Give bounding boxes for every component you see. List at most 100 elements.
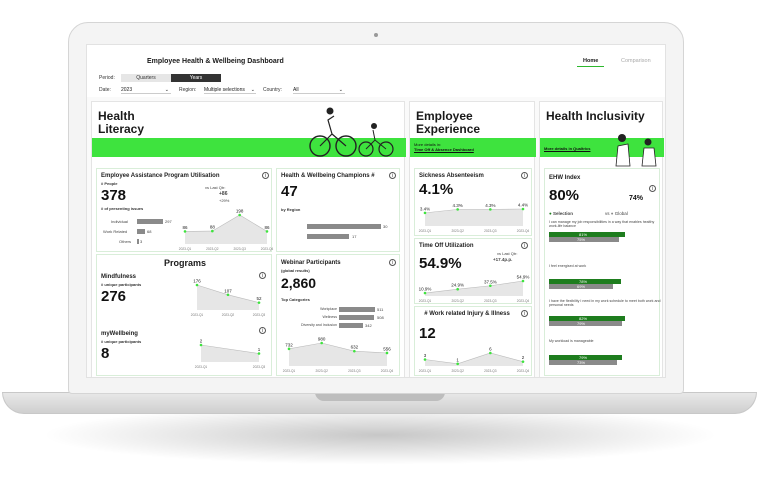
trend-point <box>195 283 199 287</box>
x-tick-label: 2023-Q4 <box>261 247 274 251</box>
x-tick-label: 2023-Q1 <box>179 247 192 251</box>
timeoff-trend-chart: 10.9% 24.9% 37.5% 54.9% 2023-Q1 2023-Q2 2023-Q… <box>419 275 530 304</box>
x-tick-label: 2023-Q3 <box>484 369 497 373</box>
ehw-card: EHW Index i 80% 74% ● Selection vs ● Glo… <box>544 168 660 376</box>
region-value: Multiple selections <box>204 87 245 93</box>
mywellbeing-value: 8 <box>101 345 110 362</box>
country-label: Country: <box>263 87 282 93</box>
period-years-button[interactable]: Years <box>171 74 221 82</box>
section-heading: Health Literacy <box>98 109 145 136</box>
section-heading: Employee Experience <box>416 109 481 136</box>
trend-line <box>288 342 388 354</box>
date-value: 2023 <box>121 87 133 93</box>
bar-label: Individual <box>111 219 128 224</box>
band-text: More details in: <box>414 142 442 147</box>
trend-point <box>353 349 356 353</box>
category-value: 342 <box>365 323 372 328</box>
trend-area <box>201 345 259 362</box>
data-label: 3 <box>424 353 427 358</box>
global-bar: 73% <box>549 360 617 365</box>
region-label: Region: <box>179 87 197 93</box>
data-label: 176 <box>193 279 201 284</box>
x-tick-label: 2023-Q3 <box>233 247 246 251</box>
region-select[interactable]: Multiple selections ⌄ <box>204 86 256 94</box>
global-dot-icon: ● <box>610 211 614 216</box>
data-label: 732 <box>285 342 293 347</box>
info-icon[interactable]: i <box>389 172 396 179</box>
info-icon[interactable]: i <box>521 310 528 317</box>
info-icon[interactable]: i <box>262 172 269 179</box>
selection-dot-icon: ● <box>549 211 552 216</box>
trend-line <box>424 208 524 214</box>
vs-pct: +29% <box>219 198 230 203</box>
info-icon[interactable]: i <box>259 272 266 279</box>
accent-band: More details in Qualtrics <box>540 138 664 157</box>
period-quarters-button[interactable]: Quarters <box>121 74 171 82</box>
data-label: 3.4% <box>420 206 430 211</box>
camera-icon <box>374 33 378 37</box>
trend-point <box>257 301 261 304</box>
x-tick-label: 2023-Q1 <box>195 365 208 369</box>
data-label: 88 <box>210 225 216 230</box>
trend-point <box>199 343 203 347</box>
data-label: 6 <box>489 347 492 352</box>
doctor-illustration <box>615 134 657 167</box>
selection-bar: 82% <box>549 316 625 321</box>
trend-point <box>265 230 269 233</box>
health-inclusivity-section: Health Inclusivity More details in Qualt… <box>539 101 664 377</box>
country-value: All <box>293 87 299 93</box>
info-icon[interactable]: i <box>521 242 528 249</box>
x-tick-label: 2023-Q3 <box>253 365 266 369</box>
trend-line <box>424 280 524 294</box>
info-icon[interactable]: i <box>649 185 656 192</box>
bar <box>137 219 163 224</box>
info-icon[interactable]: i <box>259 327 266 334</box>
selection-bar: 81% <box>549 232 625 237</box>
program-subtitle: # unique participants <box>101 282 142 287</box>
programs-card: Programs Mindfulness i # unique particip… <box>96 254 272 376</box>
bar-value: 68 <box>147 229 152 234</box>
x-tick-label: 2023-Q4 <box>517 369 530 373</box>
tab-home[interactable]: Home <box>577 58 605 67</box>
program-subtitle: # unique participants <box>101 339 142 344</box>
date-label: Date: <box>99 87 111 93</box>
cyclists-illustration <box>309 107 394 157</box>
date-select[interactable]: 2023 ⌄ <box>121 86 171 94</box>
webinar-trend-chart: 732 980 632 556 2023-Q1 2023-Q2 2023-Q3 2023-Q4 <box>283 337 394 374</box>
trend-area <box>425 209 523 226</box>
trend-point <box>489 351 492 355</box>
trend-point <box>456 208 459 211</box>
info-icon[interactable]: i <box>521 172 528 179</box>
data-label: 2 <box>200 339 203 344</box>
survey-question: My workload is manageable <box>549 339 594 343</box>
period-label: Period: <box>99 75 115 81</box>
page-title: Employee Health & Wellbeing Dashboard <box>147 58 284 65</box>
bar <box>137 229 145 234</box>
qualtrics-link[interactable]: More details in Qualtrics <box>544 146 591 151</box>
x-tick-label: 2023-Q2 <box>315 369 328 373</box>
tab-comparison[interactable]: Comparison <box>621 58 651 64</box>
bar-label: Work Related <box>103 229 128 234</box>
injury-trend-chart: 3 1 6 2 2023-Q1 2023-Q2 2023-Q3 2023-Q4 <box>419 347 530 374</box>
card-subtitle: # People <box>101 181 118 186</box>
trend-point <box>320 341 323 345</box>
chevron-down-icon: ⌄ <box>338 87 343 93</box>
eap-trend-chart: 86 88 198 86 2023-Q1 2023-Q2 2023-Q3 2023-Q4 <box>179 209 274 252</box>
program-title: myWellbeing <box>101 331 138 337</box>
category-label: Wellness <box>322 315 337 319</box>
survey-question: I have the flexibility I need in my work… <box>549 299 661 308</box>
absence-dashboard-link[interactable]: Time Off & Absence Dashboard <box>414 147 474 152</box>
selection-bar: 78% <box>549 279 621 284</box>
info-icon[interactable]: i <box>389 259 396 266</box>
trend-area <box>425 353 523 366</box>
data-label: 556 <box>383 346 391 351</box>
data-label: 4.3% <box>453 203 463 208</box>
country-select[interactable]: All ⌄ <box>293 86 345 94</box>
card-title: Webinar Participants <box>281 260 341 266</box>
x-tick-label: 2023-Q2 <box>451 369 464 373</box>
data-label: 10.9% <box>419 287 432 292</box>
champions-card: Health & Wellbeing Champions # i 47 by R… <box>276 168 400 252</box>
legend-selection: ● Selection <box>549 211 573 216</box>
x-tick-label: 2023-Q2 <box>451 229 464 233</box>
webinar-value: 2,860 <box>281 275 317 291</box>
